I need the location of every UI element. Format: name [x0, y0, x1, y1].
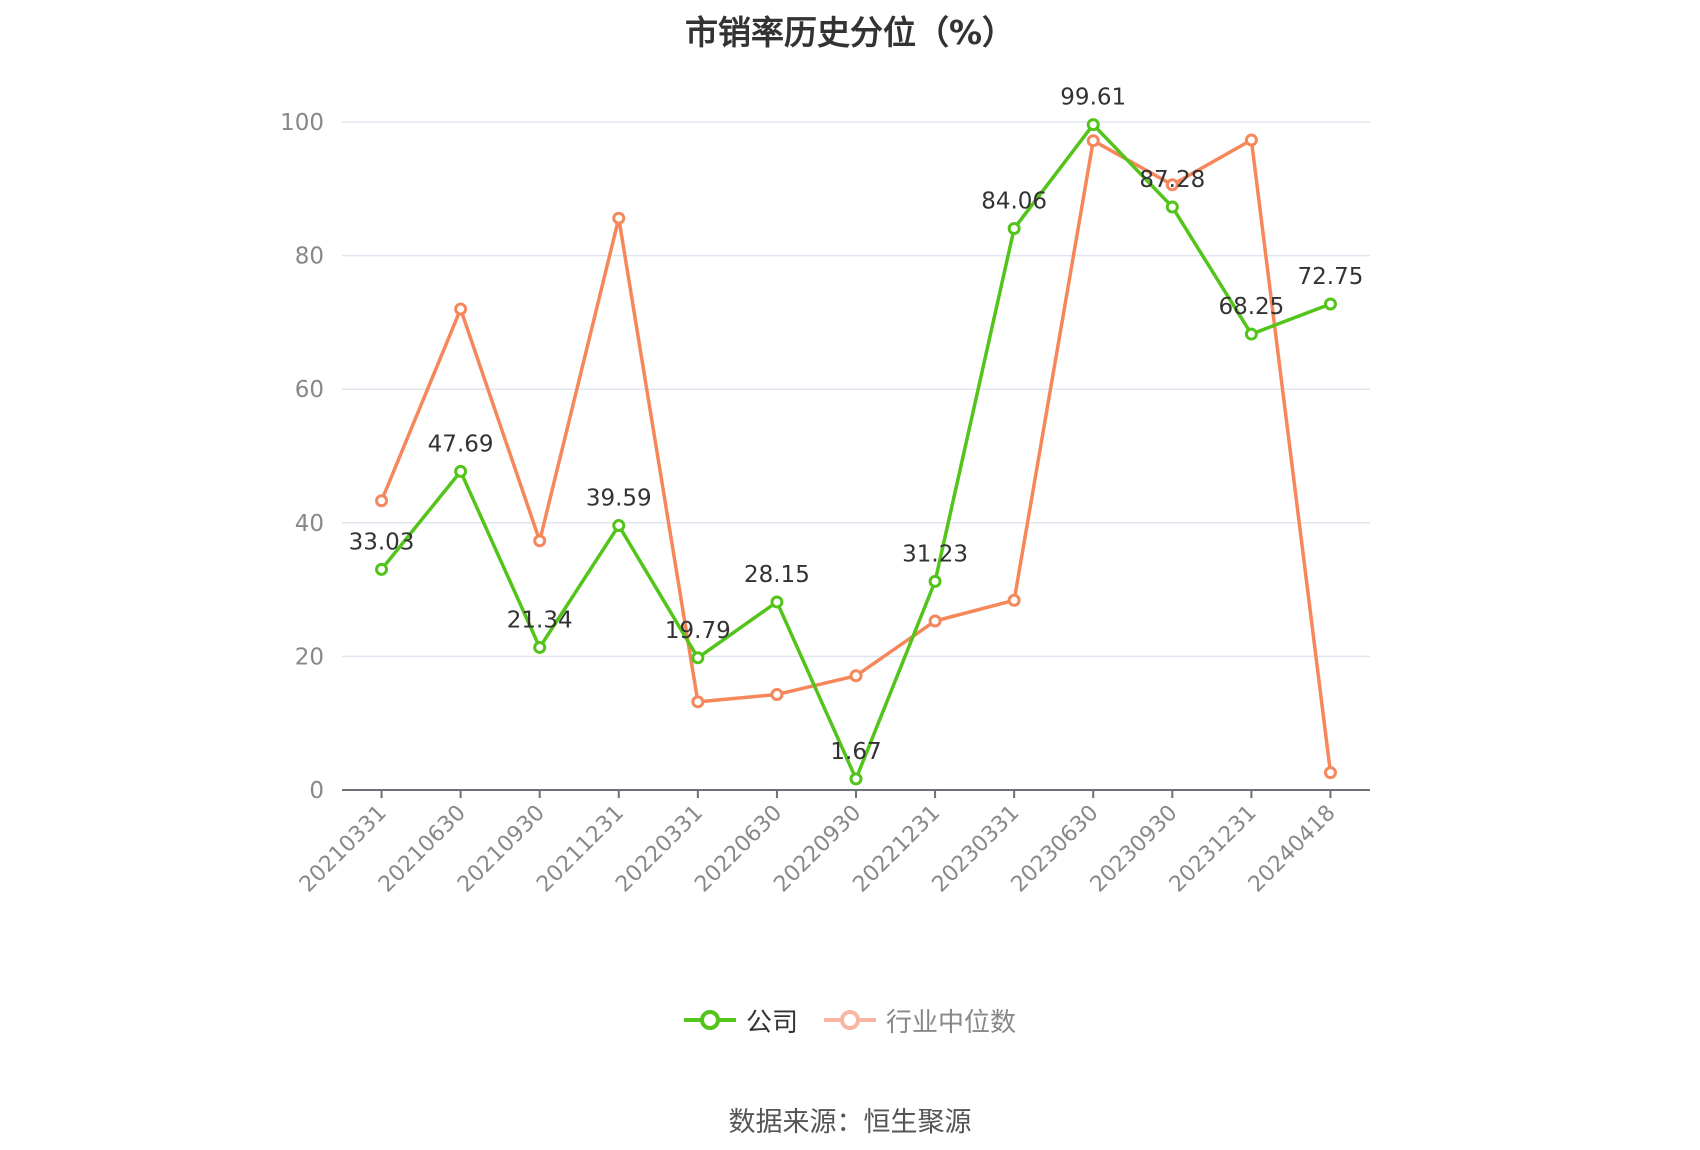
data-point-company [1323, 297, 1337, 311]
axes: 0204060801002021033120210630202109302021… [280, 110, 1370, 897]
data-point-company [928, 574, 942, 588]
legend: 公司 行业中位数 [0, 1000, 1700, 1040]
data-point-industry [1165, 178, 1179, 192]
legend-industry-label: 行业中位数 [886, 1007, 1017, 1038]
data-label: 31.23 [902, 541, 968, 567]
data-point-industry [1007, 593, 1021, 607]
data-label: 47.69 [428, 431, 494, 457]
data-point-company [1244, 327, 1258, 341]
data-labels: 33.03 47.69 21.34 39.59 19.79 28.15 1.67 31.23 8… [349, 85, 1364, 765]
data-point-industry [928, 614, 942, 628]
data-label: 39.59 [586, 486, 652, 512]
y-tick-label: 0 [309, 778, 324, 804]
data-label: 68.25 [1218, 294, 1284, 320]
y-tick-label: 20 [295, 644, 324, 670]
data-label: 84.06 [981, 188, 1047, 214]
data-label: 33.03 [349, 529, 415, 555]
data-point-company [612, 519, 626, 533]
legend-item-industry[interactable]: 行业中位数 [824, 1002, 1016, 1039]
data-point-company [1086, 118, 1100, 132]
y-tick-label: 40 [295, 511, 324, 537]
data-point-industry [849, 669, 863, 683]
data-label: 19.79 [665, 618, 731, 644]
grid-lines [342, 121, 1370, 658]
data-point-industry [770, 687, 784, 701]
data-label: 1.67 [830, 739, 881, 765]
data-point-company [1165, 200, 1179, 214]
data-point-company [849, 772, 863, 786]
data-label: 72.75 [1298, 264, 1364, 290]
data-point-company [1007, 221, 1021, 235]
data-point-industry [1323, 766, 1337, 780]
legend-industry-swatch-icon [824, 1010, 876, 1030]
data-point-industry [612, 211, 626, 225]
data-point-industry [454, 302, 468, 316]
data-point-industry [691, 695, 705, 709]
data-label: 21.34 [507, 607, 573, 633]
data-point-company [691, 651, 705, 665]
data-point-company [454, 464, 468, 478]
data-point-industry [1244, 133, 1258, 147]
data-label: 28.15 [744, 562, 810, 588]
chart-title: 市销率历史分位（%） [684, 13, 1016, 52]
data-source: 数据来源：恒生聚源 [728, 1107, 972, 1138]
series-lines [375, 118, 1337, 786]
y-tick-label: 100 [280, 110, 324, 136]
y-tick-label: 80 [295, 244, 324, 270]
data-point-industry [1086, 134, 1100, 148]
data-point-company [533, 640, 547, 654]
data-point-industry [375, 494, 389, 508]
data-point-company [770, 595, 784, 609]
legend-company-swatch-icon [683, 1010, 736, 1030]
data-label: 99.61 [1060, 85, 1126, 111]
legend-item-company[interactable]: 公司 [683, 1002, 798, 1039]
data-point-industry [533, 534, 547, 548]
legend-company-label: 公司 [745, 1007, 798, 1038]
y-tick-label: 60 [295, 377, 324, 403]
data-label: 87.28 [1139, 167, 1205, 193]
data-point-company [375, 562, 389, 576]
